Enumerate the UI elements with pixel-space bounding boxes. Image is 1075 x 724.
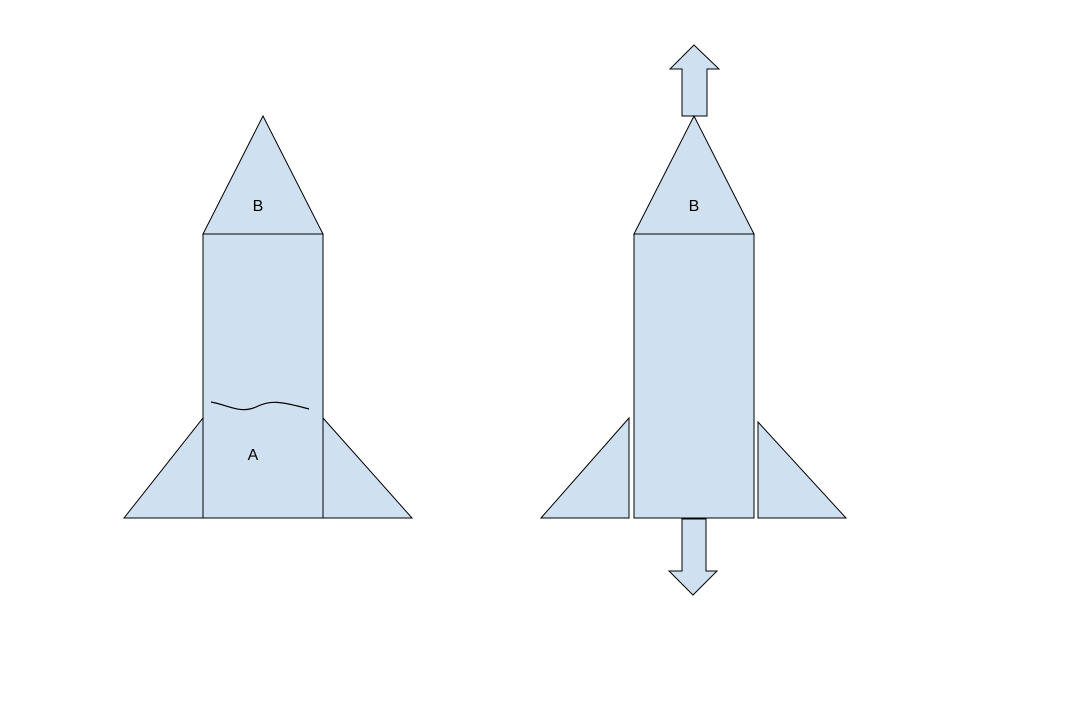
left-rocket-right-fin xyxy=(323,418,412,518)
left-rocket-body-label: A xyxy=(248,447,259,464)
left-rocket-body xyxy=(203,234,323,518)
left-rocket: B A xyxy=(124,116,412,518)
right-rocket-body xyxy=(634,234,754,518)
right-rocket-right-fin xyxy=(758,422,846,518)
right-rocket-nose-label: B xyxy=(689,198,700,215)
right-rocket-left-fin xyxy=(541,418,629,518)
left-rocket-nose-label: B xyxy=(253,198,264,215)
down-arrow xyxy=(669,519,717,595)
left-rocket-nose-cone xyxy=(203,116,323,234)
up-arrow xyxy=(670,45,719,116)
right-rocket-nose-cone xyxy=(634,116,754,234)
right-rocket: B xyxy=(541,45,846,595)
left-rocket-left-fin xyxy=(124,418,203,518)
